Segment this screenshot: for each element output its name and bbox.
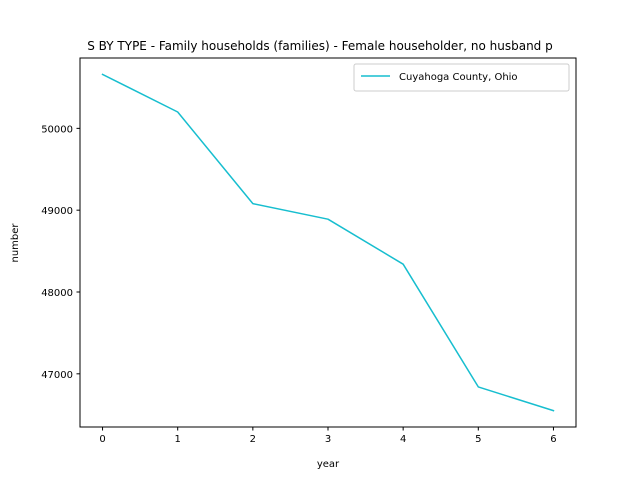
x-tick-label: 3	[325, 434, 331, 445]
series-line	[101, 73, 555, 412]
series-layer	[101, 73, 555, 412]
legend: Cuyahoga County, Ohio	[353, 63, 570, 92]
x-tick-label: 4	[400, 434, 406, 445]
y-tick-label: 50000	[41, 124, 73, 135]
x-tick-label: 1	[175, 434, 181, 445]
y-axis-ticks: 47000 48000 49000 50000	[41, 124, 80, 381]
y-tick-label: 47000	[41, 370, 73, 381]
x-axis-label: year	[317, 459, 340, 470]
x-axis-ticks: 0 1 2 3 4 5 6	[99, 427, 557, 445]
y-tick-label: 48000	[41, 288, 73, 299]
x-tick-label: 5	[475, 434, 481, 445]
chart-title: S BY TYPE - Family households (families)…	[87, 39, 552, 53]
x-tick-label: 6	[550, 434, 556, 445]
y-tick-label: 49000	[41, 206, 73, 217]
plot-area-frame	[79, 57, 577, 428]
legend-label: Cuyahoga County, Ohio	[399, 72, 518, 83]
x-tick-label: 0	[99, 434, 105, 445]
y-axis-label: number	[10, 223, 21, 263]
legend-box	[353, 63, 570, 92]
x-tick-label: 2	[250, 434, 256, 445]
